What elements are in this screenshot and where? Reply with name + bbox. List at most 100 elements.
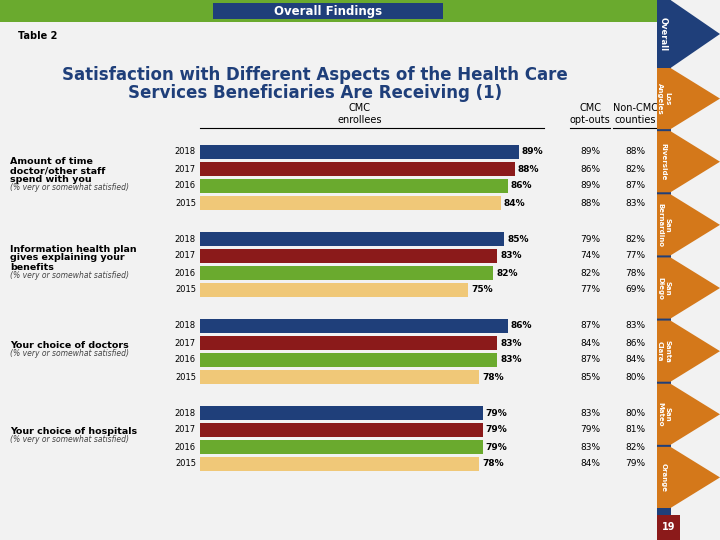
Text: 2017: 2017 xyxy=(175,426,196,435)
Bar xyxy=(200,232,504,246)
Polygon shape xyxy=(657,447,720,508)
Text: Your choice of doctors: Your choice of doctors xyxy=(10,341,129,349)
Text: Your choice of hospitals: Your choice of hospitals xyxy=(10,428,137,436)
Text: 78%: 78% xyxy=(625,268,645,278)
Text: 81%: 81% xyxy=(625,426,645,435)
Text: counties: counties xyxy=(614,115,656,125)
Text: Overall Findings: Overall Findings xyxy=(274,4,382,17)
Text: 86%: 86% xyxy=(625,339,645,348)
Text: 85%: 85% xyxy=(507,234,528,244)
Text: 82%: 82% xyxy=(625,234,645,244)
Text: Non-CMC: Non-CMC xyxy=(613,103,657,113)
Text: 83%: 83% xyxy=(625,321,645,330)
Text: benefits: benefits xyxy=(10,262,54,272)
Text: 79%: 79% xyxy=(486,426,508,435)
Text: San
Mateo: San Mateo xyxy=(657,402,670,427)
Text: 79%: 79% xyxy=(580,426,600,435)
Bar xyxy=(200,336,497,350)
Text: 82%: 82% xyxy=(625,442,645,451)
Text: 2016: 2016 xyxy=(175,355,196,364)
Text: Information health plan: Information health plan xyxy=(10,245,137,253)
Text: 80%: 80% xyxy=(625,373,645,381)
Text: 2016: 2016 xyxy=(175,442,196,451)
Text: 74%: 74% xyxy=(580,252,600,260)
Bar xyxy=(657,0,670,22)
Text: 89%: 89% xyxy=(580,147,600,157)
Polygon shape xyxy=(657,321,720,382)
Text: 82%: 82% xyxy=(580,268,600,278)
Text: 89%: 89% xyxy=(580,181,600,191)
Text: 2018: 2018 xyxy=(175,234,196,244)
Text: 19: 19 xyxy=(662,523,675,532)
Text: 2016: 2016 xyxy=(175,268,196,278)
Text: San
Diego: San Diego xyxy=(657,276,670,300)
Text: 83%: 83% xyxy=(500,355,521,364)
Text: 2015: 2015 xyxy=(175,460,196,469)
Text: 82%: 82% xyxy=(497,268,518,278)
Bar xyxy=(200,457,479,471)
Text: 83%: 83% xyxy=(625,199,645,207)
Text: 87%: 87% xyxy=(580,321,600,330)
Text: (% very or somewhat satisfied): (% very or somewhat satisfied) xyxy=(10,348,129,357)
Text: 2017: 2017 xyxy=(175,339,196,348)
Polygon shape xyxy=(657,131,720,192)
Text: (% very or somewhat satisfied): (% very or somewhat satisfied) xyxy=(10,184,129,192)
Text: 87%: 87% xyxy=(625,181,645,191)
Text: 86%: 86% xyxy=(510,181,532,191)
Bar xyxy=(200,423,482,437)
Text: 79%: 79% xyxy=(486,442,508,451)
Text: 78%: 78% xyxy=(482,373,504,381)
Bar xyxy=(657,515,680,540)
Text: Satisfaction with Different Aspects of the Health Care: Satisfaction with Different Aspects of t… xyxy=(63,66,568,84)
Text: doctor/other staff: doctor/other staff xyxy=(10,166,105,176)
Text: enrollees: enrollees xyxy=(337,115,382,125)
Bar xyxy=(200,179,508,193)
Text: 84%: 84% xyxy=(503,199,526,207)
Text: 79%: 79% xyxy=(580,234,600,244)
Text: Amount of time: Amount of time xyxy=(10,158,93,166)
Text: Los
Angeles: Los Angeles xyxy=(657,83,670,114)
Bar xyxy=(200,266,493,280)
Text: 84%: 84% xyxy=(580,460,600,469)
Text: 77%: 77% xyxy=(580,286,600,294)
Text: 2017: 2017 xyxy=(175,165,196,173)
Text: Overall: Overall xyxy=(659,17,668,51)
Text: Santa
Clara: Santa Clara xyxy=(657,340,670,362)
Bar xyxy=(200,196,500,210)
Text: 88%: 88% xyxy=(625,147,645,157)
Text: 88%: 88% xyxy=(518,165,539,173)
Bar xyxy=(200,440,482,454)
Bar xyxy=(213,3,444,19)
Text: 84%: 84% xyxy=(625,355,645,364)
Text: Riverside: Riverside xyxy=(660,143,667,180)
Text: 2018: 2018 xyxy=(175,147,196,157)
Text: 2015: 2015 xyxy=(175,373,196,381)
Text: 85%: 85% xyxy=(580,373,600,381)
Text: opt-outs: opt-outs xyxy=(570,115,611,125)
Polygon shape xyxy=(657,194,720,255)
Text: 86%: 86% xyxy=(580,165,600,173)
Text: 77%: 77% xyxy=(625,252,645,260)
Text: 78%: 78% xyxy=(482,460,504,469)
Text: 2017: 2017 xyxy=(175,252,196,260)
Text: San
Bernardino: San Bernardino xyxy=(657,203,670,247)
Text: (% very or somewhat satisfied): (% very or somewhat satisfied) xyxy=(10,271,129,280)
Text: 69%: 69% xyxy=(625,286,645,294)
Text: 2015: 2015 xyxy=(175,199,196,207)
Text: Services Beneficiaries Are Receiving (1): Services Beneficiaries Are Receiving (1) xyxy=(128,84,503,102)
Text: 83%: 83% xyxy=(580,408,600,417)
Text: 2016: 2016 xyxy=(175,181,196,191)
Text: 2018: 2018 xyxy=(175,321,196,330)
Polygon shape xyxy=(657,0,720,68)
Polygon shape xyxy=(657,384,720,445)
Text: 84%: 84% xyxy=(580,339,600,348)
Bar xyxy=(657,0,670,540)
Bar xyxy=(200,406,482,420)
Bar xyxy=(200,319,508,333)
Bar xyxy=(200,145,518,159)
Text: spend with you: spend with you xyxy=(10,176,91,185)
Text: gives explaining your: gives explaining your xyxy=(10,253,125,262)
Bar xyxy=(0,0,657,22)
Text: 79%: 79% xyxy=(486,408,508,417)
Text: 82%: 82% xyxy=(625,165,645,173)
